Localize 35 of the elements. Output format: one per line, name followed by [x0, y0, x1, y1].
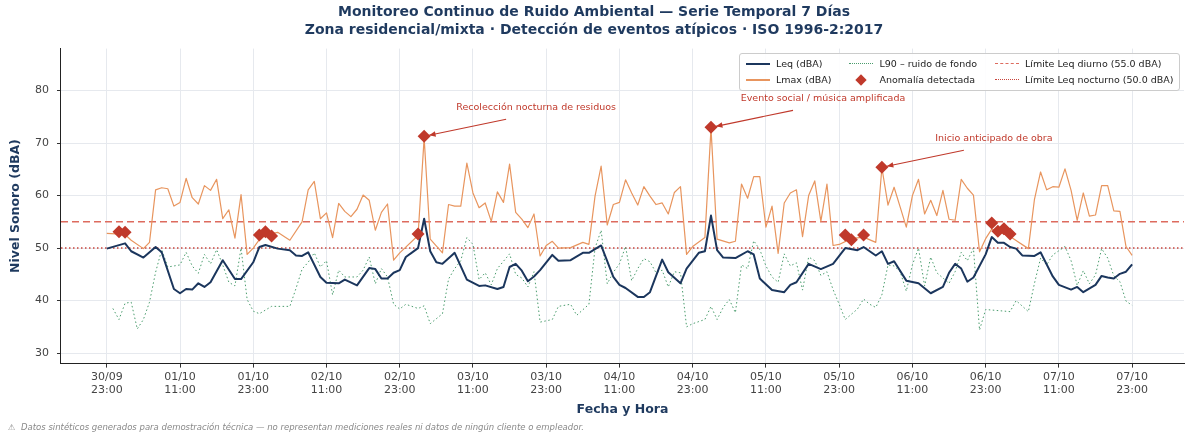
y-axis-title: Nivel Sonoro (dBA) [6, 139, 22, 273]
x-tick-label: 07/10 23:00 [1116, 370, 1148, 397]
x-tick-label: 03/10 23:00 [530, 370, 563, 397]
legend-label: Límite Leq nocturno (50.0 dBA) [1025, 74, 1174, 86]
y-tick-label: 40 [35, 293, 49, 307]
legend-label: Límite Leq diurno (55.0 dBA) [1025, 58, 1162, 70]
chart-title: Monitoreo Continuo de Ruido Ambiental — Serie Temporal 7 Días [337, 3, 851, 20]
x-tick-label: 02/10 11:00 [310, 370, 343, 397]
legend-label: Leq (dBA) [776, 58, 823, 70]
y-tick-label: 60 [35, 188, 49, 202]
annotation: Inicio anticipado de obra [935, 131, 1053, 143]
x-tick-label: 01/10 23:00 [237, 370, 270, 397]
x-tick-label: 02/10 23:00 [383, 370, 416, 397]
x-tick-label: 04/10 11:00 [603, 370, 636, 397]
y-tick-label: 50 [35, 240, 49, 254]
x-tick-label: 05/10 11:00 [750, 370, 782, 397]
x-tick-label: 07/10 11:00 [1043, 370, 1075, 397]
legend-label: L90 – ruido de fondo [879, 58, 977, 70]
annotation: Recolección nocturna de residuos [456, 100, 617, 112]
x-tick-label: 01/10 11:00 [164, 370, 196, 397]
x-tick-label: 30/09 23:00 [90, 370, 123, 397]
y-tick-label: 30 [35, 345, 49, 359]
annotation: Evento social / música amplificada [740, 92, 906, 104]
chart-subtitle: Zona residencial/mixta · Detección de eventos atípicos · ISO 1996-2:2017 [304, 20, 884, 37]
legend-label: Lmax (dBA) [776, 74, 832, 86]
legend-label: Anomalía detectada [879, 74, 976, 86]
x-tick-label: 04/10 23:00 [676, 370, 709, 397]
y-tick-label: 70 [35, 135, 49, 149]
x-tick-label: 05/10 23:00 [823, 370, 856, 397]
x-tick-label: 03/10 11:00 [457, 370, 489, 397]
x-tick-label: 06/10 11:00 [896, 370, 929, 397]
x-tick-label: 06/10 23:00 [969, 370, 1002, 397]
text: ⚠ Datos sintéticos generados para demostración técnica — no representan mediciones reales ni datos de ningún cliente o empleador. [8, 422, 584, 432]
x-axis-title: Fecha y Hora [576, 400, 669, 416]
y-tick-label: 80 [35, 83, 49, 97]
